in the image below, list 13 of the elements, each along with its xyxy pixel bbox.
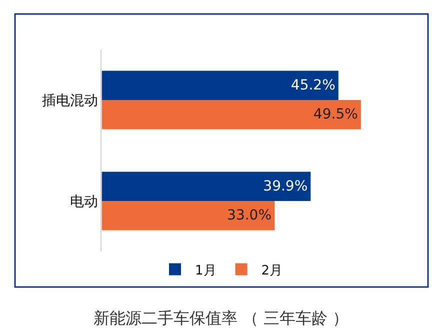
- data-label: 45.2%: [290, 77, 336, 94]
- legend-label: 1月: [195, 263, 216, 278]
- legend-label: 2月: [261, 263, 283, 278]
- data-label: 39.9%: [263, 178, 308, 194]
- bar: [102, 201, 275, 230]
- bar: [102, 172, 311, 202]
- bar: [102, 70, 338, 100]
- y-tick-label: 插电混动: [42, 92, 98, 109]
- data-label: 33.0%: [227, 208, 272, 224]
- data-label: 49.5%: [313, 106, 358, 123]
- text: 新能源二手车保值率 （ 三年车龄 ）: [93, 308, 349, 328]
- bar: [102, 100, 361, 130]
- y-tick-label: 电动: [70, 194, 98, 210]
